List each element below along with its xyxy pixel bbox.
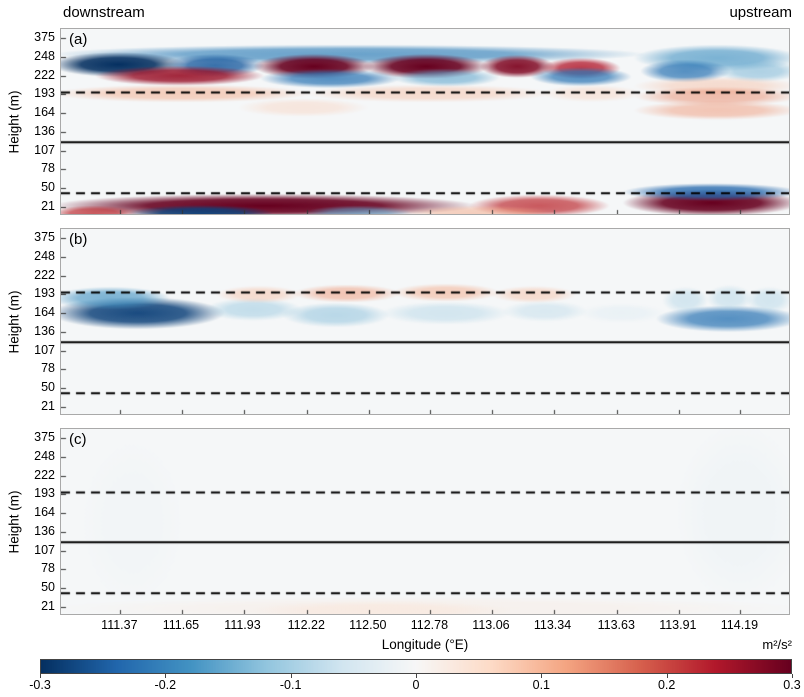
colorbar-tick-label: 0.1 xyxy=(532,678,551,692)
y-tick-label: 248 xyxy=(34,249,55,264)
y-tick-label: 164 xyxy=(34,305,55,320)
y-tick-label: 193 xyxy=(34,286,55,301)
y-tick-label: 78 xyxy=(41,161,55,176)
heatmap-canvas-a xyxy=(61,29,789,214)
colorbar-tick-label: 0.3 xyxy=(783,678,801,692)
y-tick-label: 50 xyxy=(41,179,55,194)
colorbar-tick-mark xyxy=(666,674,668,678)
plot-area-c: (c) xyxy=(60,428,790,615)
y-tick-label: 21 xyxy=(41,598,55,613)
x-tick-label: 114.19 xyxy=(720,618,759,632)
x-tick-label: 113.91 xyxy=(659,618,697,632)
y-tick-label: 193 xyxy=(34,86,55,101)
plot-area-a: (a) xyxy=(60,28,790,215)
colorbar-tick-label: 0 xyxy=(412,678,420,692)
x-tick-label: 112.50 xyxy=(349,618,387,632)
y-tick-label: 375 xyxy=(34,30,55,45)
y-tick-label: 107 xyxy=(34,542,55,557)
upstream-label: upstream xyxy=(729,4,792,21)
panel-letter-c: (c) xyxy=(69,431,87,448)
panel-c: Height (m) 375 248 222 193 164 136 107 78 50 21 (… xyxy=(0,428,804,615)
x-tick-label: 111.37 xyxy=(101,618,138,632)
y-tick-label: 222 xyxy=(34,67,55,82)
y-tick-label: 164 xyxy=(34,105,55,120)
y-tick-label: 375 xyxy=(34,230,55,245)
x-axis-ticks: 111.37 111.65 111.93 112.22 112.50 112.78 113.… xyxy=(0,618,804,634)
colorbar-canvas xyxy=(41,660,791,673)
colorbar-tick-mark xyxy=(792,674,793,678)
heatmap-canvas-c xyxy=(61,429,789,614)
plot-area-b: (b) xyxy=(60,228,790,415)
y-tick-label: 50 xyxy=(41,379,55,394)
panel-letter-a: (a) xyxy=(69,31,88,48)
colorbar-tick-mark xyxy=(541,674,543,678)
panel-a: Height (m) 375 248 222 193 164 136 107 78 50 21 (… xyxy=(0,28,804,215)
x-tick-label: 113.06 xyxy=(472,618,510,632)
y-axis-ticks-b: 375 248 222 193 164 136 107 78 50 21 xyxy=(0,228,55,415)
colorbar-tick-label: -0.3 xyxy=(29,678,51,692)
colorbar xyxy=(40,659,792,674)
y-tick-label: 21 xyxy=(41,198,55,213)
x-tick-label: 111.65 xyxy=(162,618,200,632)
y-tick-label: 193 xyxy=(34,486,55,501)
y-tick-label: 50 xyxy=(41,579,55,594)
colorbar-tick-mark xyxy=(416,674,417,678)
panel-letter-b: (b) xyxy=(69,231,88,248)
colorbar-tick-mark xyxy=(165,674,167,678)
y-tick-label: 107 xyxy=(34,342,55,357)
y-tick-label: 222 xyxy=(34,467,55,482)
x-tick-label: 112.78 xyxy=(410,618,449,632)
y-tick-label: 136 xyxy=(34,123,55,138)
y-tick-label: 248 xyxy=(34,449,55,464)
x-tick-label: 113.63 xyxy=(597,618,635,632)
y-tick-label: 222 xyxy=(34,267,55,282)
y-tick-label: 78 xyxy=(41,561,55,576)
colorbar-tick-mark xyxy=(290,674,292,678)
downstream-label: downstream xyxy=(63,4,145,21)
x-tick-label: 111.93 xyxy=(224,618,261,632)
panel-b: Height (m) 375 248 222 193 164 136 107 78 50 21 (… xyxy=(0,228,804,415)
colorbar-tick-label: -0.2 xyxy=(154,678,177,692)
y-tick-label: 136 xyxy=(34,523,55,538)
colorbar-tick-mark xyxy=(40,674,41,678)
x-tick-label: 112.22 xyxy=(287,618,325,632)
colorbar-tick-label: -0.1 xyxy=(279,678,302,692)
y-tick-label: 78 xyxy=(41,361,55,376)
colorbar-tick-label: 0.2 xyxy=(657,678,676,692)
y-tick-label: 21 xyxy=(41,398,55,413)
y-tick-label: 136 xyxy=(34,323,55,338)
y-tick-label: 164 xyxy=(34,505,55,520)
y-tick-label: 107 xyxy=(34,142,55,157)
y-axis-ticks-c: 375 248 222 193 164 136 107 78 50 21 xyxy=(0,428,55,615)
heatmap-canvas-b xyxy=(61,229,789,414)
colorbar-unit-label: m²/s² xyxy=(762,637,792,652)
y-tick-label: 248 xyxy=(34,49,55,64)
x-axis-label: Longitude (°E) xyxy=(381,637,469,652)
y-tick-label: 375 xyxy=(34,430,55,445)
x-tick-label: 113.34 xyxy=(533,618,572,632)
y-axis-ticks-a: 375 248 222 193 164 136 107 78 50 21 xyxy=(0,28,55,215)
colorbar-tick-labels: -0.3 -0.2 -0.1 0 0.1 0.2 0.3 xyxy=(0,678,804,694)
